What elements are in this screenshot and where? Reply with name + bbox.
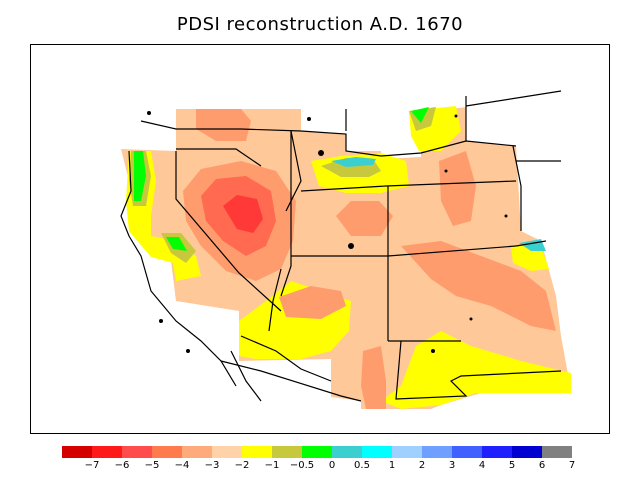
lake-dot	[307, 117, 311, 121]
legend-swatch	[122, 446, 152, 458]
legend-tick-label: −4	[174, 460, 190, 471]
state-boundaries	[120, 90, 562, 402]
legend-tick-label: 2	[418, 460, 426, 471]
legend-tick-label: 7	[568, 460, 576, 471]
legend-swatch	[152, 446, 182, 458]
map-frame	[30, 44, 610, 434]
pdsi-map	[120, 90, 571, 409]
minnesota-line	[465, 90, 562, 107]
missouri-line	[515, 240, 547, 247]
legend-swatch	[482, 446, 512, 458]
legend-tick-label: 0	[328, 460, 336, 471]
arkansas-line	[512, 145, 522, 231]
legend-swatch	[92, 446, 122, 458]
legend-swatch	[302, 446, 332, 458]
legend-tick-label: −5	[144, 460, 160, 471]
idaho-line	[285, 130, 302, 212]
pdsi-region-green-sierra	[166, 237, 187, 251]
legend-swatch	[392, 446, 422, 458]
legend-tick-label: 6	[538, 460, 546, 471]
map-title: PDSI reconstruction A.D. 1670	[176, 14, 464, 35]
pdsi-region-moderate-nw	[196, 109, 251, 141]
legend-swatch	[62, 446, 92, 458]
kansas-north	[387, 245, 517, 257]
lake-dot	[454, 114, 458, 118]
pdsi-region-moderate-utah	[336, 201, 393, 236]
wyoming-south	[300, 180, 517, 192]
legend-swatch	[362, 446, 392, 458]
lakes	[147, 111, 508, 353]
legend-tick-label: 0.5	[354, 460, 370, 471]
pdsi-region-extreme-nevada	[223, 195, 263, 233]
legend-tick-label: 5	[508, 460, 516, 471]
canada-border	[140, 120, 517, 157]
legend-swatch	[452, 446, 482, 458]
texas-border	[395, 340, 562, 400]
lake-dot	[504, 214, 508, 218]
lake-dot	[469, 317, 473, 321]
legend-tick-label: −7	[84, 460, 100, 471]
lake-dot	[348, 243, 354, 249]
colorado-river	[268, 268, 282, 332]
pdsi-region-green-pacific	[134, 151, 146, 201]
pdsi-region-moderate-newmexico	[361, 346, 386, 409]
lake-dot	[159, 319, 163, 323]
legend-tick-label: 3	[448, 460, 456, 471]
legend-tick-label: −3	[204, 460, 220, 471]
lake-dot	[147, 111, 151, 115]
california-nevada-border	[175, 151, 282, 312]
pdsi-region-yellow-plains	[511, 246, 549, 271]
lake-dot	[318, 150, 324, 156]
legend-swatch	[272, 446, 302, 458]
gulf-california	[240, 335, 332, 382]
pdsi-region-yellow-nm	[381, 331, 571, 409]
legend-tick-label: −2	[234, 460, 250, 471]
nevada-utah-border	[280, 131, 292, 297]
lake-dot	[186, 349, 190, 353]
lake-dot	[444, 169, 448, 173]
legend-tick-label: −1	[264, 460, 280, 471]
legend-swatch	[242, 446, 272, 458]
legend-swatch	[182, 446, 212, 458]
pacific-coast	[120, 150, 237, 387]
pdsi-region-green-northeast	[411, 107, 429, 123]
legend-swatch	[542, 446, 572, 458]
color-legend: −7 −6 −5 −4 −3 −2 −1 −0.5 0 0.5 1 2 3 4 5 6 7	[62, 446, 578, 476]
oregon-line	[176, 148, 262, 167]
legend-tick-label: −0.5	[289, 460, 315, 471]
pdsi-region-teal-wyoming	[331, 157, 376, 167]
legend-tick-label: 1	[388, 460, 396, 471]
pdsi-region-moderate-colorado	[401, 241, 556, 331]
legend-swatch	[212, 446, 242, 458]
legend-tick-label: −6	[114, 460, 130, 471]
mexico-border	[220, 360, 362, 402]
lake-dot	[431, 349, 435, 353]
legend-tick-label: 4	[478, 460, 486, 471]
pdsi-region-moderate-arizona	[279, 286, 346, 319]
legend-swatch	[332, 446, 362, 458]
baja-coast	[230, 350, 262, 402]
legend-swatch	[422, 446, 452, 458]
pdsi-region-moderate-nebraska	[439, 151, 476, 226]
legend-swatch	[512, 446, 542, 458]
